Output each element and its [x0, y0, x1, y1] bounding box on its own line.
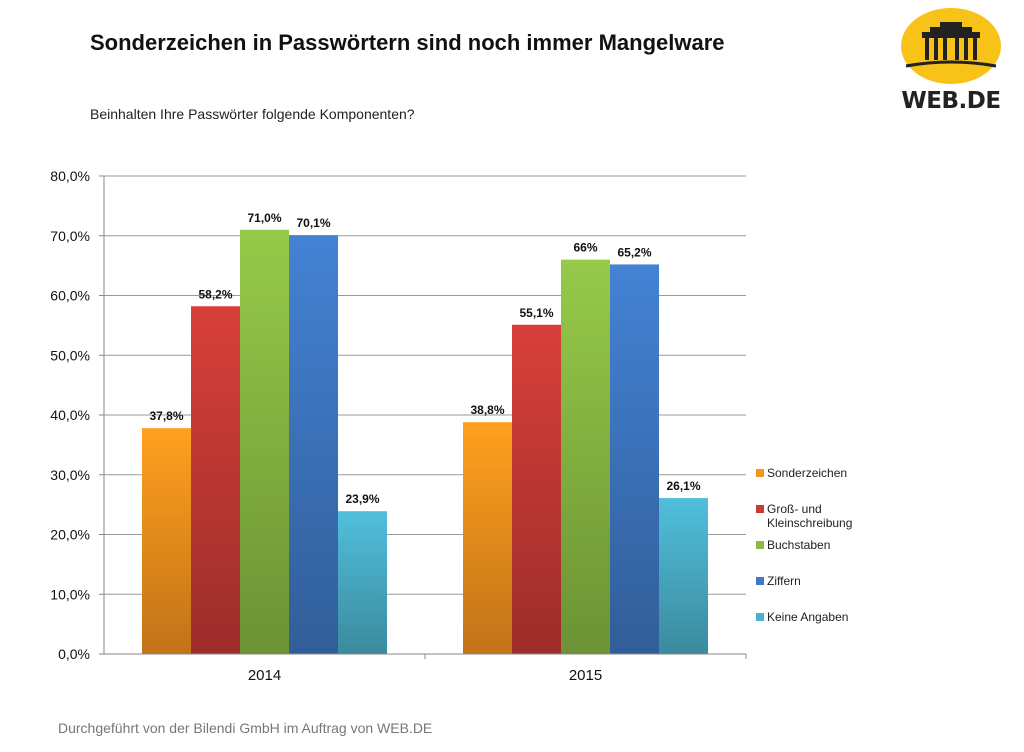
legend-label: Sonderzeichen [767, 466, 848, 480]
y-tick-label: 60,0% [50, 288, 90, 304]
data-label: 26,1% [666, 479, 700, 493]
legend-swatch [756, 613, 764, 621]
data-label: 71,0% [247, 211, 281, 225]
legend-item: Groß- und Kleinschreibung [756, 502, 887, 530]
x-tick-label: 2014 [248, 667, 281, 684]
y-tick-label: 70,0% [50, 228, 90, 244]
data-label: 38,8% [470, 403, 504, 417]
bar-keine-angaben-2015 [659, 498, 708, 654]
y-tick-label: 20,0% [50, 527, 90, 543]
legend-label: Ziffern [767, 574, 801, 588]
y-tick-label: 80,0% [50, 168, 90, 184]
page-title: Sonderzeichen in Passwörtern sind noch i… [90, 30, 725, 55]
bar-gro-und-kleinschreibung-2014 [191, 306, 240, 654]
web-de-logo: WEB.DE [896, 4, 1006, 116]
legend-swatch [756, 505, 764, 513]
legend-swatch [756, 541, 764, 549]
legend-item: Sonderzeichen [756, 466, 887, 480]
bars [142, 229, 708, 654]
data-label: 37,8% [149, 409, 183, 423]
y-tick-label: 0,0% [58, 646, 90, 662]
data-label: 66% [573, 241, 597, 255]
y-tick-label: 10,0% [50, 586, 90, 602]
data-label: 58,2% [198, 287, 232, 301]
legend-item: Buchstaben [756, 538, 887, 552]
data-label: 23,9% [345, 492, 379, 506]
legend-swatch [756, 577, 764, 585]
x-tick-label: 2015 [569, 667, 602, 684]
logo-text: WEB.DE [901, 88, 1001, 114]
data-label: 55,1% [519, 306, 553, 320]
axes: 0,0% 10,0% 20,0% 30,0% 40,0% 50,0% 60,0% 70,0% 8… [50, 168, 747, 684]
legend-item: Keine Angaben [756, 610, 887, 624]
bar-sonderzeichen-2014 [142, 428, 191, 654]
source-note: Durchgeführt von der Bilendi GmbH im Auf… [58, 720, 433, 736]
bar-buchstaben-2015 [561, 259, 610, 654]
y-tick-label: 40,0% [50, 407, 90, 423]
data-label: 65,2% [617, 245, 651, 259]
legend-swatch [756, 469, 764, 477]
y-tick-label: 50,0% [50, 347, 90, 363]
bar-sonderzeichen-2015 [463, 422, 512, 654]
legend-label: Buchstaben [767, 538, 831, 552]
data-labels: 37,8% 58,2% 71,0% 70,1% 23,9% 38,8% 55,1% 66% 65… [149, 211, 700, 506]
legend-label: Groß- und Kleinschreibung [767, 502, 853, 530]
legend-label: Keine Angaben [767, 610, 849, 624]
bar-buchstaben-2014 [240, 229, 289, 654]
bar-ziffern-2014 [289, 235, 338, 654]
data-label: 70,1% [296, 216, 330, 230]
brandenburg-gate-icon [901, 8, 1001, 84]
chart-subtitle: Beinhalten Ihre Passwörter folgende Komp… [90, 106, 415, 122]
legend-item: Ziffern [756, 574, 887, 588]
bar-gro-und-kleinschreibung-2015 [512, 324, 561, 654]
bar-ziffern-2015 [610, 264, 659, 654]
bar-keine-angaben-2014 [338, 511, 387, 654]
y-tick-label: 30,0% [50, 467, 90, 483]
